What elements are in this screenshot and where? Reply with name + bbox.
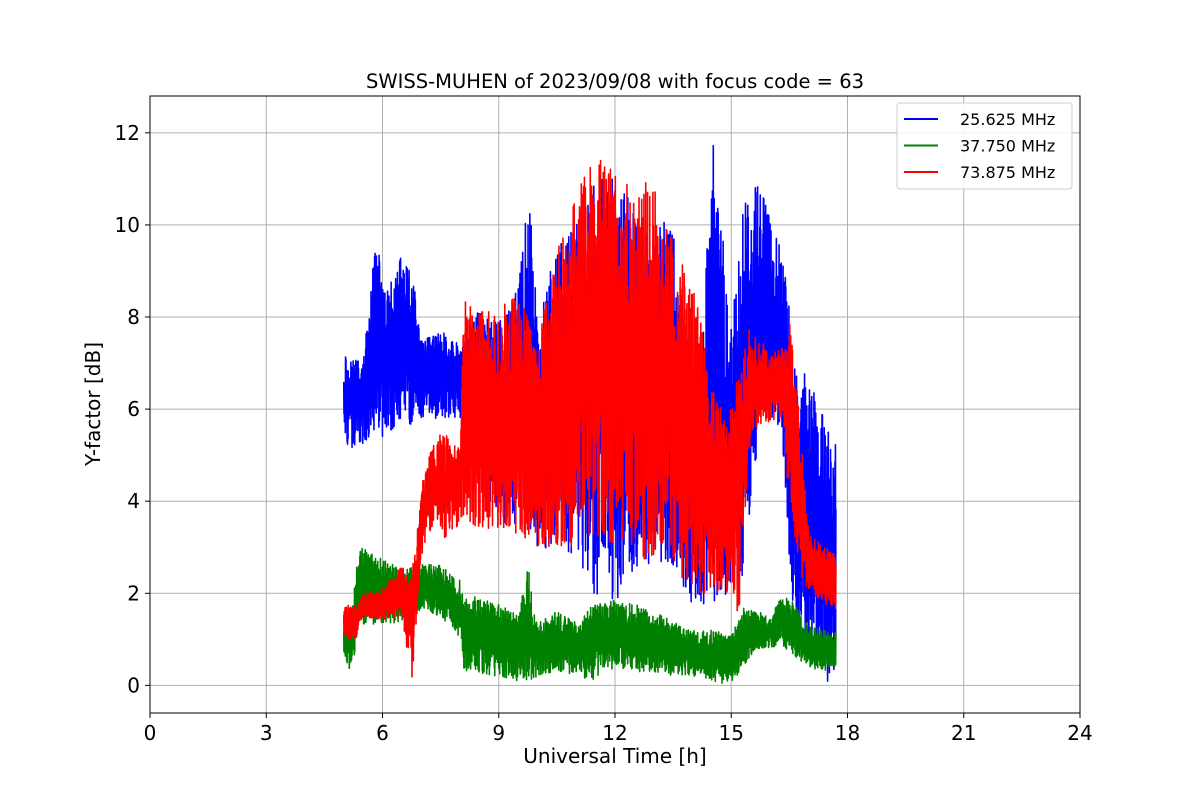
y-axis-label: Y-factor [dB] [81,342,105,467]
x-tick-label: 6 [376,721,389,745]
legend-box [896,102,1073,190]
chart-title: SWISS-MUHEN of 2023/09/08 with focus cod… [366,70,864,93]
series-line-2 [342,547,837,684]
legend: 25.625 MHz 37.750 MHz 73.875 MHz [896,102,1073,190]
x-tick-label: 3 [260,721,273,745]
y-tick-label: 4 [127,489,140,513]
x-tick-label: 9 [492,721,505,745]
y-tick-label: 0 [127,673,140,697]
x-tick-label: 24 [1067,721,1092,745]
legend-label: 25.625 MHz [960,110,1055,129]
legend-label: 73.875 MHz [960,163,1055,182]
x-tick-label: 21 [951,721,976,745]
series-line-3 [342,159,837,678]
series-layer [342,144,837,684]
y-tick-label: 8 [127,305,140,329]
y-tick-label: 6 [127,397,140,421]
legend-label: 37.750 MHz [960,137,1055,156]
y-tick-label: 2 [127,581,140,605]
x-tick-label: 18 [835,721,860,745]
x-tick-label: 0 [144,721,157,745]
y-tick-label: 12 [115,121,140,145]
y-tick-label: 10 [115,213,140,237]
x-tick-label: 15 [719,721,744,745]
x-tick-label: 12 [602,721,627,745]
x-axis-label: Universal Time [h] [523,744,706,768]
